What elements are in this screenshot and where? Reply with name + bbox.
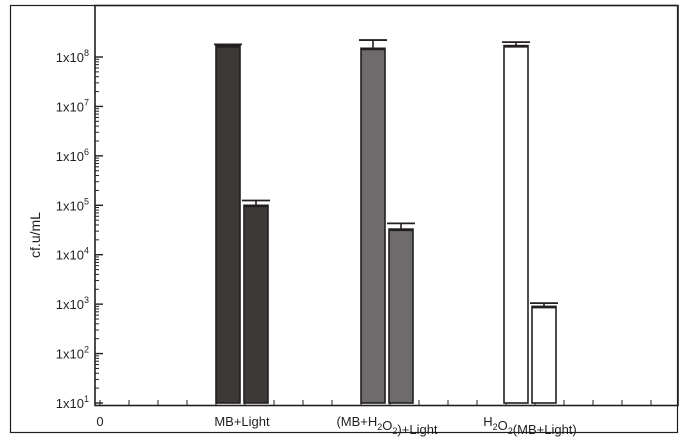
x-group-label: (MB+H2O2)+Light: [336, 414, 437, 437]
y-tick-label: 1x106: [56, 147, 89, 164]
y-tick-label: 1x107: [56, 97, 89, 114]
y-axis-title: cf.u/mL: [27, 212, 43, 258]
y-tick-label: 1x104: [56, 246, 89, 263]
bar: [503, 44, 529, 404]
x-group-label: H2O2(MB+Light): [483, 414, 577, 437]
y-tick-label: 1x103: [56, 295, 89, 312]
bar: [243, 204, 269, 404]
figure-border: [9, 4, 679, 434]
y-tick-label: 1x102: [56, 345, 89, 362]
x-group-label: MB+Light: [214, 414, 270, 429]
bar: [360, 47, 386, 404]
bar: [531, 305, 557, 404]
bar: [388, 228, 414, 404]
x-origin-label: 0: [96, 414, 103, 429]
y-tick-label: 1x105: [56, 196, 89, 213]
bar: [215, 44, 241, 404]
y-tick-label: 1x108: [56, 48, 89, 65]
plot-area-frame: [94, 4, 679, 407]
y-tick-label: 1x101: [56, 394, 89, 411]
